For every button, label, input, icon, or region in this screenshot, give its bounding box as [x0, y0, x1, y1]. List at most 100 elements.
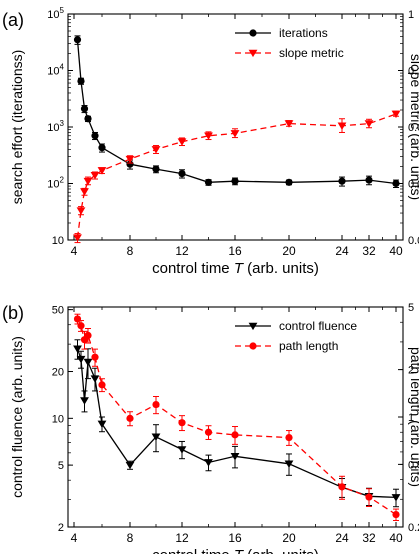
data-point	[73, 315, 82, 323]
y-right-tick-label: 0.1	[408, 66, 419, 78]
data-point	[337, 122, 347, 130]
data-point	[98, 144, 106, 152]
data-point	[151, 433, 161, 442]
data-point	[91, 353, 99, 361]
legend-label: iterations	[279, 26, 328, 40]
y-right-tick-label: 0.01	[408, 122, 419, 134]
data-point	[177, 138, 187, 146]
y-right-tick-label: 0.5	[408, 459, 419, 471]
data-point	[80, 397, 89, 405]
x-tick-label: 20	[282, 244, 296, 258]
series-iterations	[73, 35, 400, 188]
series-slope-metric	[73, 110, 401, 244]
data-point	[338, 483, 346, 491]
data-point	[91, 132, 99, 140]
x-tick-label: 12	[175, 531, 189, 545]
data-point	[84, 115, 92, 123]
y-left-tick-label: 102	[47, 176, 64, 191]
panel-label: (b)	[2, 303, 24, 323]
data-point	[73, 234, 82, 242]
data-point	[204, 459, 213, 467]
data-point	[125, 155, 135, 164]
legend-label: path length	[279, 339, 338, 353]
x-tick-label: 4	[71, 531, 78, 545]
x-tick-label: 24	[335, 531, 349, 545]
x-tick-label: 4	[71, 244, 78, 258]
y-left-tick-label: 10	[52, 413, 64, 425]
legend: control fluence path length	[235, 319, 357, 353]
data-point	[392, 179, 400, 188]
y-left-tick-label: 2	[58, 522, 64, 534]
data-point	[284, 460, 294, 468]
panel-label: (a)	[2, 10, 24, 30]
data-point	[152, 165, 160, 173]
data-point	[230, 452, 240, 461]
y-right-tick-label: 2	[408, 365, 414, 377]
data-point	[204, 132, 213, 140]
y-right-tick-label: 0.0001	[408, 235, 419, 247]
y-right-tick-label: 0.001	[408, 179, 419, 191]
x-tick-label: 16	[228, 531, 242, 545]
legend-marker	[248, 322, 258, 331]
x-tick-label: 20	[282, 531, 296, 545]
data-point	[284, 120, 294, 128]
data-point	[231, 177, 239, 185]
x-tick-label: 12	[175, 244, 189, 258]
x-tick-label: 16	[228, 244, 242, 258]
data-point	[83, 358, 93, 367]
data-point	[178, 169, 186, 178]
data-point	[392, 510, 400, 519]
x-axis-label: control time T (arb. units)	[152, 547, 319, 554]
y-left-tick-label: 10	[52, 235, 64, 247]
y-left-axis-label: control fluence (arb. units)	[9, 336, 25, 498]
legend-marker	[249, 342, 257, 350]
data-point	[90, 375, 100, 383]
y-left-tick-label: 103	[47, 119, 64, 134]
data-point	[80, 105, 89, 113]
x-tick-label: 40	[389, 244, 403, 258]
y-right-tick-label: 1	[408, 9, 414, 21]
data-point	[365, 493, 373, 501]
y-right-axis-label: slope metric (arb. units)	[408, 54, 419, 200]
legend: iterations slope metric	[235, 26, 344, 60]
data-point	[285, 433, 293, 442]
data-point	[77, 77, 85, 85]
x-tick-label: 24	[335, 244, 349, 258]
data-point	[76, 355, 86, 364]
data-point	[77, 322, 85, 330]
data-point	[73, 36, 82, 44]
series-path-length	[73, 313, 400, 521]
data-point	[285, 178, 293, 186]
y-right-tick-label: 0.2	[408, 522, 419, 534]
data-point	[97, 420, 107, 429]
data-point	[178, 419, 186, 427]
data-point	[391, 110, 401, 119]
legend-marker	[248, 49, 258, 58]
data-point	[83, 177, 93, 186]
data-point	[98, 381, 106, 389]
data-point	[80, 188, 89, 196]
data-point	[231, 431, 239, 439]
data-point	[338, 177, 346, 185]
data-point	[204, 178, 213, 186]
legend-label: control fluence	[279, 319, 357, 333]
data-point	[125, 461, 135, 470]
data-point	[364, 120, 374, 128]
data-point	[177, 446, 187, 454]
y-left-tick-label: 50	[52, 305, 64, 317]
data-point	[204, 428, 213, 436]
y-left-tick-label: 5	[58, 460, 64, 472]
data-point	[73, 345, 82, 353]
data-point	[365, 176, 373, 184]
x-tick-label: 32	[362, 244, 376, 258]
data-point	[90, 171, 100, 180]
y-left-axis-label: search effort (iterationss)	[9, 50, 25, 205]
data-point	[76, 207, 86, 215]
data-point	[152, 400, 160, 409]
x-axis-label: control time T (arb. units)	[152, 260, 319, 277]
data-point	[97, 167, 107, 175]
data-point	[230, 130, 240, 138]
y-right-tick-label: 1	[408, 412, 414, 424]
